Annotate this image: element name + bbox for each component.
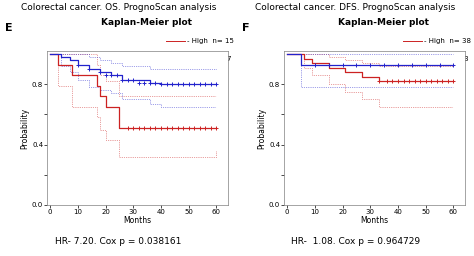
- Text: F: F: [242, 23, 249, 33]
- Text: - Low  n= 47: - Low n= 47: [187, 56, 232, 62]
- X-axis label: Months: Months: [360, 216, 389, 225]
- Text: E: E: [5, 23, 12, 33]
- Text: Colorectal cancer. DFS. PrognoScan analysis: Colorectal cancer. DFS. PrognoScan analy…: [255, 3, 456, 12]
- Text: Colorectal cancer. OS. PrognoScan analysis: Colorectal cancer. OS. PrognoScan analys…: [21, 3, 216, 12]
- Text: - High  n= 38: - High n= 38: [424, 38, 471, 44]
- Y-axis label: Probability: Probability: [257, 108, 266, 148]
- X-axis label: Months: Months: [123, 216, 152, 225]
- Y-axis label: Probability: Probability: [20, 108, 29, 148]
- Text: Kaplan-Meier plot: Kaplan-Meier plot: [101, 18, 192, 27]
- Text: - High  n= 15: - High n= 15: [187, 38, 234, 44]
- Text: Kaplan-Meier plot: Kaplan-Meier plot: [338, 18, 429, 27]
- Text: - Low  n= 13: - Low n= 13: [424, 56, 469, 62]
- Text: HR-  1.08. Cox p = 0.964729: HR- 1.08. Cox p = 0.964729: [291, 237, 420, 246]
- Text: HR- 7.20. Cox p = 0.038161: HR- 7.20. Cox p = 0.038161: [55, 237, 182, 246]
